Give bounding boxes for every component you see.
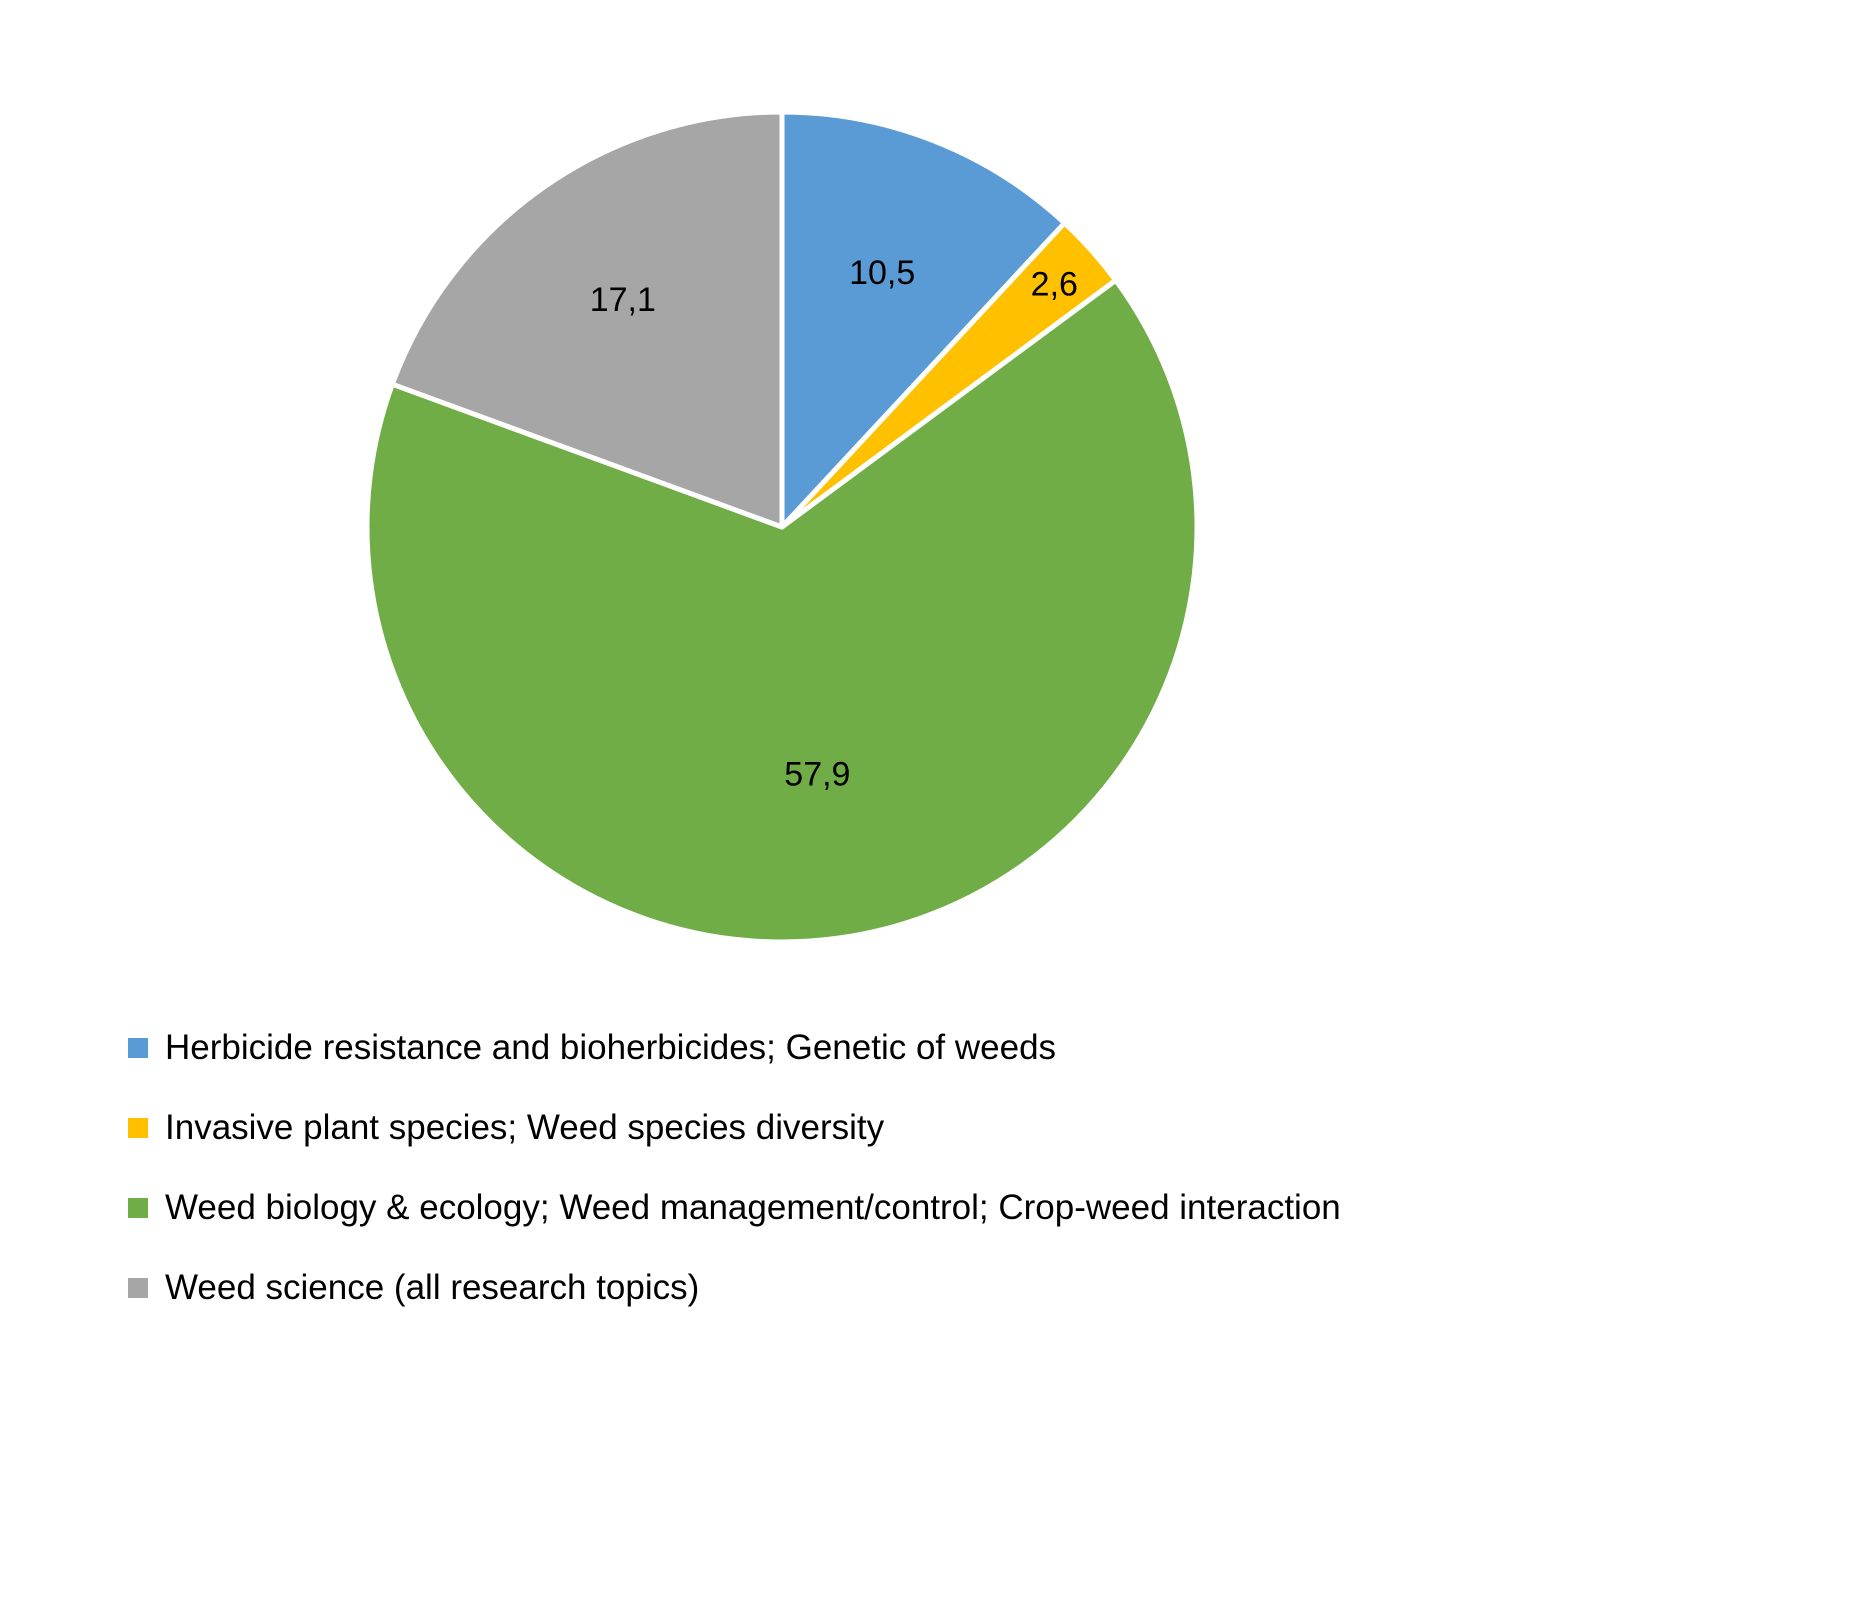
- pie-slice: [364, 277, 1200, 945]
- slice-value-label: 2,6: [1031, 266, 1078, 304]
- legend-label: Invasive plant species; Weed species div…: [165, 1108, 885, 1147]
- slice-value-label: 10,5: [849, 254, 915, 292]
- legend-label: Weed biology & ecology; Weed management/…: [165, 1188, 1341, 1227]
- legend-item: Herbicide resistance and bioherbicides; …: [128, 1008, 1341, 1088]
- legend-swatch: [128, 1118, 148, 1138]
- pie-slice: [779, 109, 1068, 530]
- legend-item: Weed biology & ecology; Weed management/…: [128, 1168, 1341, 1248]
- pie-slice: [389, 109, 785, 530]
- slice-value-label: 57,9: [784, 756, 850, 794]
- slice-value-label: 17,1: [590, 281, 656, 319]
- legend-swatch: [128, 1278, 148, 1298]
- legend-item: Invasive plant species; Weed species div…: [128, 1088, 1341, 1168]
- legend-label: Weed science (all research topics): [165, 1268, 700, 1307]
- legend-swatch: [128, 1198, 148, 1218]
- legend-swatch: [128, 1038, 148, 1058]
- legend: Herbicide resistance and bioherbicides; …: [128, 1008, 1341, 1328]
- legend-item: Weed science (all research topics): [128, 1248, 1341, 1328]
- legend-label: Herbicide resistance and bioherbicides; …: [165, 1028, 1057, 1067]
